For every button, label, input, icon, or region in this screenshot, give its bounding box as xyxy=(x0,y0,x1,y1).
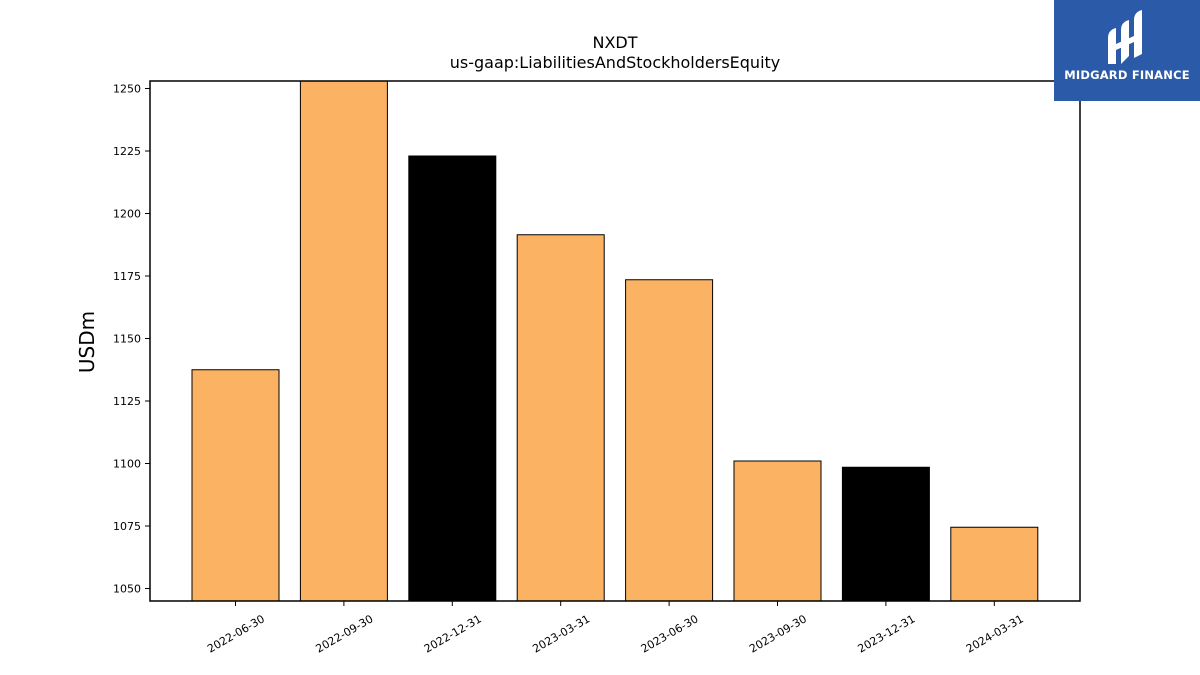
y-tick-label: 1200 xyxy=(113,208,141,221)
x-tick-label: 2022-09-30 xyxy=(314,612,376,655)
y-tick-label: 1125 xyxy=(113,395,141,408)
logo-text: MIDGARD FINANCE xyxy=(1064,68,1190,82)
bar-2023-09-30 xyxy=(733,460,822,602)
bar-2023-03-31 xyxy=(516,234,605,602)
y-tick-label: 1175 xyxy=(113,270,141,283)
y-tick-label: 1250 xyxy=(113,83,141,96)
y-axis-ticks: 1050 1075 1100 1125 1150 1175 1200 1225 1250 xyxy=(113,83,150,596)
x-tick-label: 2023-06-30 xyxy=(639,612,701,655)
chart-title: NXDT xyxy=(592,33,637,52)
bar-2023-12-31 xyxy=(841,466,930,602)
y-tick-label: 1050 xyxy=(113,583,141,596)
x-tick-label: 2022-12-31 xyxy=(422,612,484,655)
y-tick-label: 1225 xyxy=(113,145,141,158)
x-tick-label: 2022-06-30 xyxy=(205,612,267,655)
midgard-finance-logo-icon xyxy=(1108,10,1142,64)
y-tick-label: 1150 xyxy=(113,333,141,346)
x-tick-label: 2023-12-31 xyxy=(856,612,918,655)
bars-group xyxy=(191,80,1039,602)
y-axis-label: USDm xyxy=(75,311,99,373)
x-tick-label: 2024-03-31 xyxy=(964,612,1026,655)
plot-frame xyxy=(149,80,1081,602)
company-logo: MIDGARD FINANCE xyxy=(1054,0,1200,101)
bar-2022-06-30 xyxy=(191,369,280,602)
y-tick-label: 1075 xyxy=(113,520,141,533)
x-axis-ticks: 2022-06-30 2022-09-30 2022-12-31 2023-03-31… xyxy=(205,601,1026,656)
bar-2022-12-31 xyxy=(408,155,497,602)
y-tick-label: 1100 xyxy=(113,458,141,471)
bar-2022-09-30 xyxy=(299,80,388,602)
x-tick-label: 2023-03-31 xyxy=(530,612,592,655)
bar-2024-03-31 xyxy=(950,526,1039,602)
chart-subtitle: us-gaap:LiabilitiesAndStockholdersEquity xyxy=(450,53,781,72)
bar-2023-06-30 xyxy=(625,279,714,602)
x-tick-label: 2023-09-30 xyxy=(747,612,809,655)
